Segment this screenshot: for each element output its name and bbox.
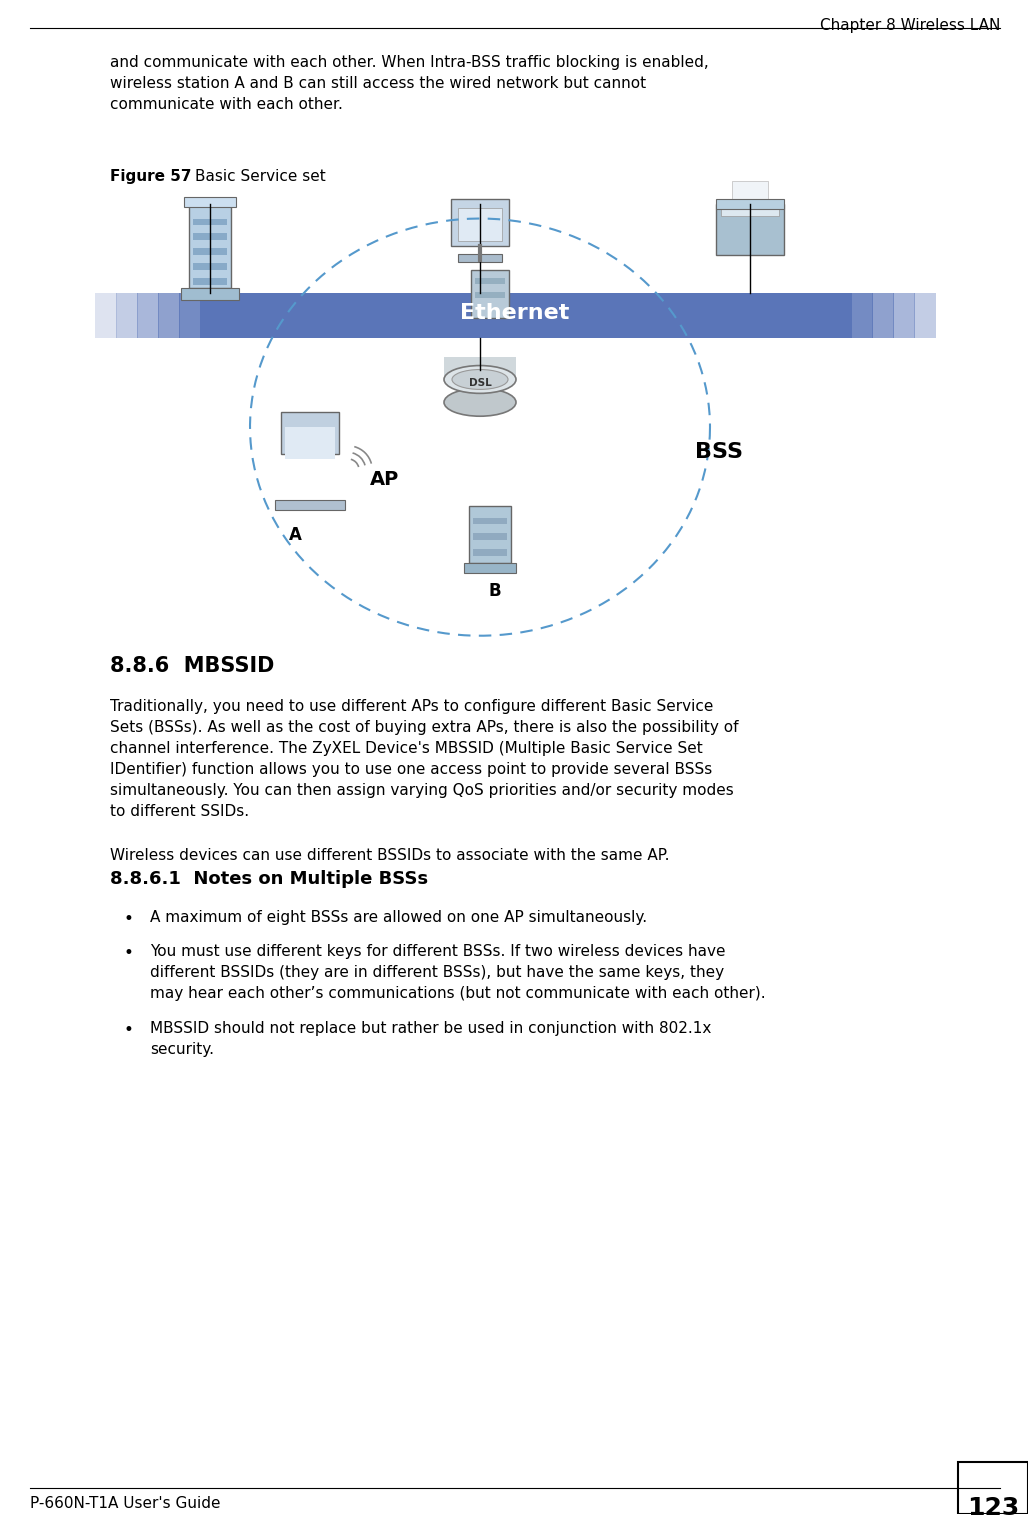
FancyBboxPatch shape	[683, 293, 705, 338]
Text: •: •	[123, 1021, 133, 1039]
FancyBboxPatch shape	[200, 293, 222, 338]
FancyBboxPatch shape	[410, 293, 432, 338]
FancyBboxPatch shape	[263, 293, 285, 338]
Text: A: A	[289, 526, 301, 544]
Text: 123: 123	[967, 1497, 1019, 1519]
FancyBboxPatch shape	[469, 506, 511, 564]
FancyBboxPatch shape	[471, 270, 509, 319]
FancyBboxPatch shape	[914, 293, 937, 338]
FancyBboxPatch shape	[95, 293, 117, 338]
Text: •: •	[123, 910, 133, 928]
FancyBboxPatch shape	[725, 293, 747, 338]
FancyBboxPatch shape	[193, 264, 227, 270]
FancyBboxPatch shape	[788, 293, 810, 338]
FancyBboxPatch shape	[431, 293, 453, 338]
Ellipse shape	[444, 366, 516, 393]
Text: Chapter 8 Wireless LAN: Chapter 8 Wireless LAN	[819, 18, 1000, 34]
FancyBboxPatch shape	[137, 293, 159, 338]
FancyBboxPatch shape	[475, 279, 505, 283]
FancyBboxPatch shape	[242, 293, 264, 338]
FancyBboxPatch shape	[451, 198, 509, 247]
FancyBboxPatch shape	[158, 293, 180, 338]
FancyBboxPatch shape	[473, 293, 495, 338]
FancyBboxPatch shape	[715, 204, 784, 256]
FancyBboxPatch shape	[809, 293, 831, 338]
Ellipse shape	[452, 369, 508, 390]
Text: 8.8.6  MBSSID: 8.8.6 MBSSID	[110, 655, 274, 675]
Text: BSS: BSS	[695, 442, 743, 462]
FancyBboxPatch shape	[458, 255, 502, 262]
Text: Basic Service set: Basic Service set	[195, 169, 326, 184]
FancyBboxPatch shape	[193, 233, 227, 241]
FancyBboxPatch shape	[475, 293, 505, 299]
Text: Wireless devices can use different BSSIDs to associate with the same AP.: Wireless devices can use different BSSID…	[110, 849, 669, 863]
Text: DSL: DSL	[469, 378, 491, 389]
FancyBboxPatch shape	[958, 1462, 1028, 1513]
FancyBboxPatch shape	[184, 197, 236, 207]
FancyBboxPatch shape	[830, 293, 852, 338]
FancyBboxPatch shape	[473, 518, 507, 524]
FancyBboxPatch shape	[557, 293, 579, 338]
Text: B: B	[488, 582, 502, 600]
Text: 8.8.6.1  Notes on Multiple BSSs: 8.8.6.1 Notes on Multiple BSSs	[110, 870, 428, 888]
FancyBboxPatch shape	[641, 293, 663, 338]
Text: Ethernet: Ethernet	[461, 303, 570, 323]
FancyBboxPatch shape	[704, 293, 726, 338]
FancyBboxPatch shape	[872, 293, 894, 338]
FancyBboxPatch shape	[193, 248, 227, 256]
FancyBboxPatch shape	[767, 293, 790, 338]
FancyBboxPatch shape	[284, 293, 306, 338]
Text: MBSSID should not replace but rather be used in conjunction with 802.1x
security: MBSSID should not replace but rather be …	[150, 1021, 711, 1058]
FancyBboxPatch shape	[368, 293, 390, 338]
FancyBboxPatch shape	[458, 207, 502, 241]
FancyBboxPatch shape	[116, 293, 138, 338]
FancyBboxPatch shape	[715, 198, 784, 209]
FancyBboxPatch shape	[732, 181, 768, 198]
Text: A maximum of eight BSSs are allowed on one AP simultaneously.: A maximum of eight BSSs are allowed on o…	[150, 910, 647, 925]
FancyBboxPatch shape	[389, 293, 411, 338]
FancyBboxPatch shape	[662, 293, 684, 338]
FancyBboxPatch shape	[326, 293, 348, 338]
FancyBboxPatch shape	[221, 293, 243, 338]
Text: P-660N-T1A User's Guide: P-660N-T1A User's Guide	[30, 1497, 220, 1510]
FancyBboxPatch shape	[746, 293, 768, 338]
FancyBboxPatch shape	[721, 201, 779, 215]
Ellipse shape	[444, 389, 516, 416]
FancyBboxPatch shape	[189, 198, 231, 288]
FancyBboxPatch shape	[193, 279, 227, 285]
FancyBboxPatch shape	[578, 293, 600, 338]
FancyBboxPatch shape	[473, 549, 507, 556]
FancyBboxPatch shape	[599, 293, 621, 338]
Text: You must use different keys for different BSSs. If two wireless devices have
dif: You must use different keys for differen…	[150, 943, 766, 1001]
FancyBboxPatch shape	[452, 293, 474, 338]
FancyBboxPatch shape	[536, 293, 558, 338]
FancyBboxPatch shape	[305, 293, 327, 338]
Text: and communicate with each other. When Intra-BSS traffic blocking is enabled,
wir: and communicate with each other. When In…	[110, 55, 708, 111]
FancyBboxPatch shape	[494, 293, 516, 338]
Text: Figure 57: Figure 57	[110, 169, 191, 184]
FancyBboxPatch shape	[276, 500, 345, 509]
Text: AP: AP	[370, 471, 399, 489]
FancyBboxPatch shape	[181, 288, 238, 300]
FancyBboxPatch shape	[285, 427, 335, 459]
Text: Traditionally, you need to use different APs to configure different Basic Servic: Traditionally, you need to use different…	[110, 700, 738, 820]
FancyBboxPatch shape	[620, 293, 642, 338]
FancyBboxPatch shape	[281, 411, 339, 454]
FancyBboxPatch shape	[473, 533, 507, 541]
FancyBboxPatch shape	[193, 218, 227, 226]
FancyBboxPatch shape	[464, 564, 516, 573]
FancyBboxPatch shape	[893, 293, 915, 338]
FancyBboxPatch shape	[179, 293, 201, 338]
FancyBboxPatch shape	[444, 357, 516, 379]
FancyBboxPatch shape	[515, 293, 537, 338]
FancyBboxPatch shape	[347, 293, 369, 338]
FancyBboxPatch shape	[851, 293, 873, 338]
Text: •: •	[123, 943, 133, 962]
